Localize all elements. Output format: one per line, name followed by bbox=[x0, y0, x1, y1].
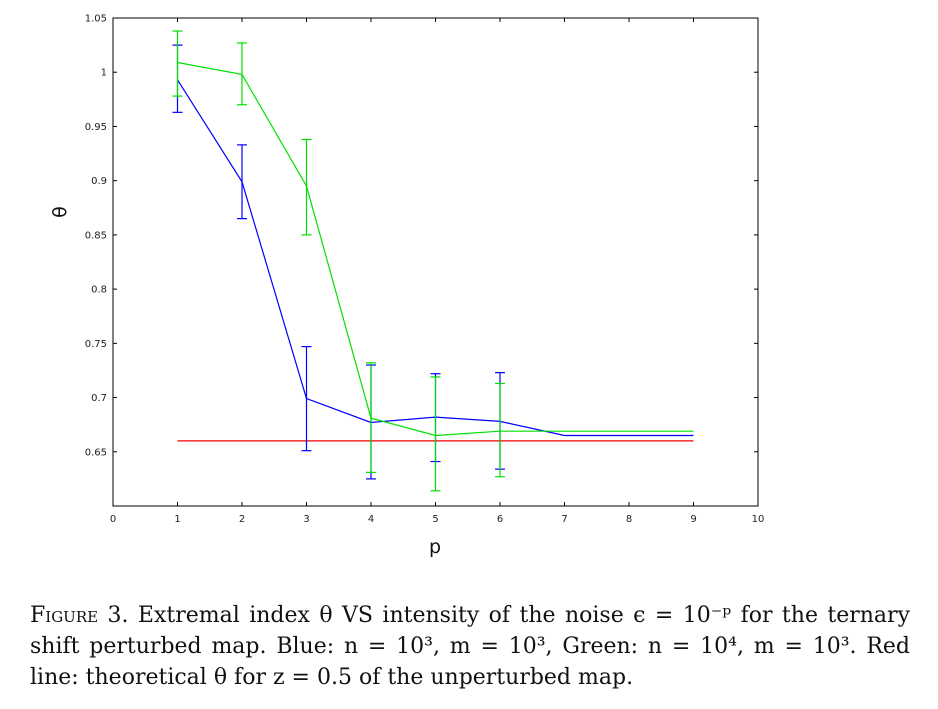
y-tick-label: 0.7 bbox=[91, 393, 107, 404]
x-tick-label: 0 bbox=[110, 514, 116, 525]
series-group bbox=[172, 44, 694, 480]
caption-label: Figure 3. bbox=[30, 603, 129, 628]
y-axis-label: θ bbox=[49, 206, 71, 218]
y-tick-label: 0.85 bbox=[85, 230, 107, 241]
x-tick-label: 5 bbox=[432, 514, 438, 525]
x-tick-label: 8 bbox=[626, 514, 632, 525]
chart-figure: 0 1 2 3 4 5 6 7 8 9 10 0.65 0.7 0.75 0.8 0.85 0.9 0.95 1 1.… bbox=[49, 14, 765, 559]
x-tick-label: 6 bbox=[497, 514, 503, 525]
caption-text: Extremal index θ VS intensity of the noi… bbox=[30, 603, 910, 690]
x-tick-label: 4 bbox=[368, 514, 374, 525]
y-tick-label: 1.05 bbox=[85, 14, 107, 25]
series-layer bbox=[172, 30, 694, 492]
figure-caption: Figure 3. Extremal index θ VS intensity … bbox=[30, 600, 910, 693]
x-tick-label: 10 bbox=[752, 514, 765, 525]
x-tick-label: 1 bbox=[174, 514, 180, 525]
x-tick-label: 9 bbox=[690, 514, 696, 525]
y-tick-label: 0.8 bbox=[91, 285, 107, 296]
x-tick-label: 3 bbox=[303, 514, 309, 525]
x-tick-label: 2 bbox=[239, 514, 245, 525]
y-tick-label: 0.75 bbox=[85, 339, 107, 350]
y-tick-label: 0.9 bbox=[91, 176, 107, 187]
series-group bbox=[172, 30, 694, 492]
axis-ticks: 0 1 2 3 4 5 6 7 8 9 10 0.65 0.7 0.75 0.8 0.85 0.9 0.95 1 1.… bbox=[85, 14, 765, 526]
x-tick-label: 7 bbox=[561, 514, 567, 525]
chart-svg: 0 1 2 3 4 5 6 7 8 9 10 0.65 0.7 0.75 0.8 0.85 0.9 0.95 1 1.… bbox=[49, 14, 765, 559]
x-axis-label: p bbox=[429, 536, 441, 558]
y-tick-label: 0.65 bbox=[85, 447, 107, 458]
y-tick-label: 0.95 bbox=[85, 122, 107, 133]
y-tick-label: 1 bbox=[101, 68, 107, 79]
